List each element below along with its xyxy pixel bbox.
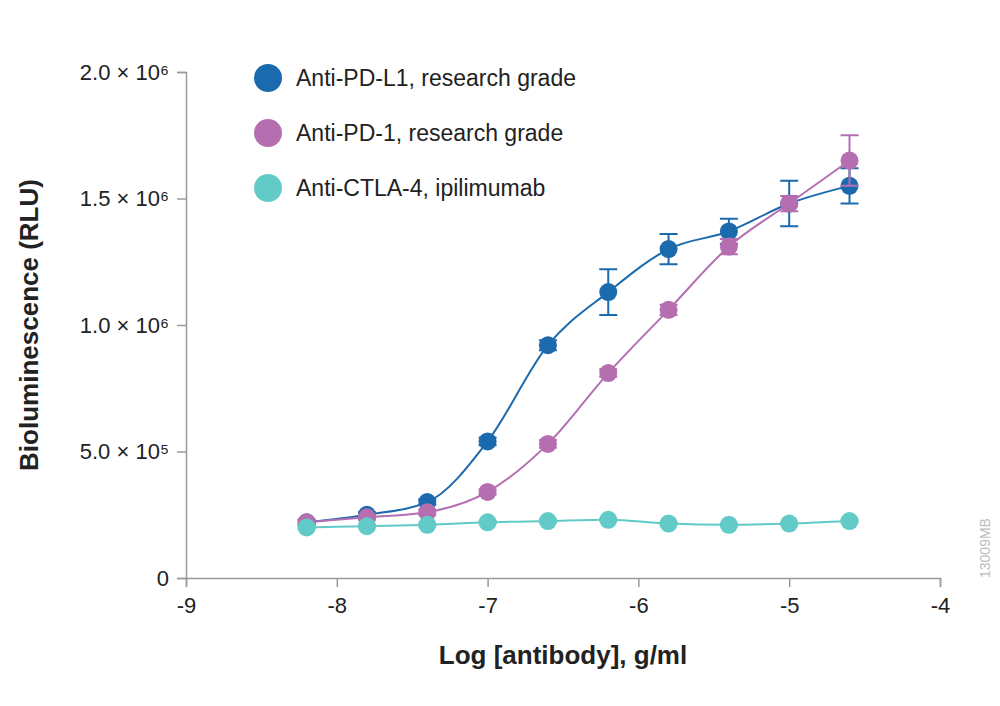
x-tick-label: -5: [780, 593, 800, 618]
y-tick-mark: [177, 578, 186, 580]
data-point: [599, 364, 617, 382]
y-tick-mark: [177, 451, 186, 453]
y-tick-label: 1.5 × 10⁶: [80, 186, 169, 211]
data-point: [780, 195, 798, 213]
x-tick-mark: [789, 578, 791, 587]
data-point: [780, 515, 798, 533]
data-point: [660, 301, 678, 319]
data-point: [479, 513, 497, 531]
legend-item: Anti-PD-L1, research grade: [254, 64, 576, 92]
y-tick-label: 5.0 × 10⁵: [80, 439, 169, 464]
legend-label: Anti-PD-L1, research grade: [296, 65, 576, 91]
x-tick: -4: [931, 578, 951, 618]
legend-marker: [254, 119, 282, 147]
y-tick-mark: [177, 325, 186, 327]
x-tick: -5: [780, 578, 800, 618]
data-point: [539, 435, 557, 453]
legend-marker: [254, 64, 282, 92]
x-axis-title: Log [antibody], g/ml: [439, 640, 687, 670]
legend-item: Anti-PD-1, research grade: [254, 119, 563, 147]
y-axis: 0 5.0 × 10⁵ 1.0 × 10⁶ 1.5 × 10⁶ 2.0 × 10⁶: [80, 60, 187, 591]
series-line: [307, 520, 850, 528]
data-point: [539, 336, 557, 354]
legend-label: Anti-CTLA-4, ipilimumab: [296, 175, 545, 201]
x-tick-label: -6: [629, 593, 649, 618]
data-point: [780, 195, 798, 213]
data-point: [841, 152, 859, 170]
series: [298, 511, 859, 537]
x-tick: -8: [328, 578, 348, 618]
error-bar: [780, 181, 798, 227]
data-point: [358, 517, 376, 535]
error-bar: [841, 135, 859, 186]
x-tick-label: -7: [478, 593, 498, 618]
x-tick-mark: [638, 578, 640, 587]
chart: -9 -8 -7 -6 -5 -4 0 5.0 × 10⁵ 1.0 × 10⁶ 1.5 × 10⁶…: [0, 0, 1000, 706]
y-tick-label: 1.0 × 10⁶: [80, 313, 169, 338]
y-tick-label: 2.0 × 10⁶: [80, 60, 169, 85]
x-tick-label: -9: [177, 593, 197, 618]
data-point: [841, 512, 859, 530]
data-point: [720, 516, 738, 534]
data-point: [539, 512, 557, 530]
y-tick: 0: [157, 566, 186, 591]
data-point: [298, 518, 316, 536]
data-point: [599, 511, 617, 529]
series-line: [307, 186, 850, 522]
x-tick-mark: [940, 578, 942, 587]
error-bar: [599, 269, 617, 315]
error-bar: [660, 234, 678, 264]
y-axis-line: [177, 73, 187, 579]
data-point: [479, 432, 497, 450]
y-tick-label: 0: [157, 566, 169, 591]
x-tick-label: -8: [328, 593, 348, 618]
legend-label: Anti-PD-1, research grade: [296, 120, 563, 146]
x-tick-label: -4: [931, 593, 951, 618]
y-axis-title: Bioluminescence (RLU): [14, 179, 44, 471]
y-tick: 5.0 × 10⁵: [80, 439, 186, 464]
data-point: [660, 515, 678, 533]
series-line: [307, 161, 850, 523]
legend-marker: [254, 174, 282, 202]
data-point: [660, 240, 678, 258]
x-tick: -6: [629, 578, 649, 618]
series: [298, 168, 859, 531]
x-tick-mark: [186, 578, 188, 587]
y-tick-mark: [177, 198, 186, 200]
data-point: [479, 483, 497, 501]
legend: Anti-PD-L1, research grade Anti-PD-1, res…: [254, 64, 576, 202]
annotation: 13009MB: [977, 518, 993, 578]
data-point: [720, 238, 738, 256]
y-tick: 1.5 × 10⁶: [80, 186, 186, 211]
x-axis: -9 -8 -7 -6 -5 -4: [177, 578, 951, 618]
x-tick: -7: [478, 578, 498, 618]
x-tick-mark: [337, 578, 339, 587]
x-tick: -9: [177, 578, 197, 618]
y-tick-mark: [177, 72, 186, 74]
legend-item: Anti-CTLA-4, ipilimumab: [254, 174, 545, 202]
x-tick-mark: [487, 578, 489, 587]
x-axis-line: [187, 579, 941, 588]
data-point: [418, 516, 436, 534]
y-tick: 2.0 × 10⁶: [80, 60, 186, 85]
data-point: [599, 283, 617, 301]
y-tick: 1.0 × 10⁶: [80, 313, 186, 338]
